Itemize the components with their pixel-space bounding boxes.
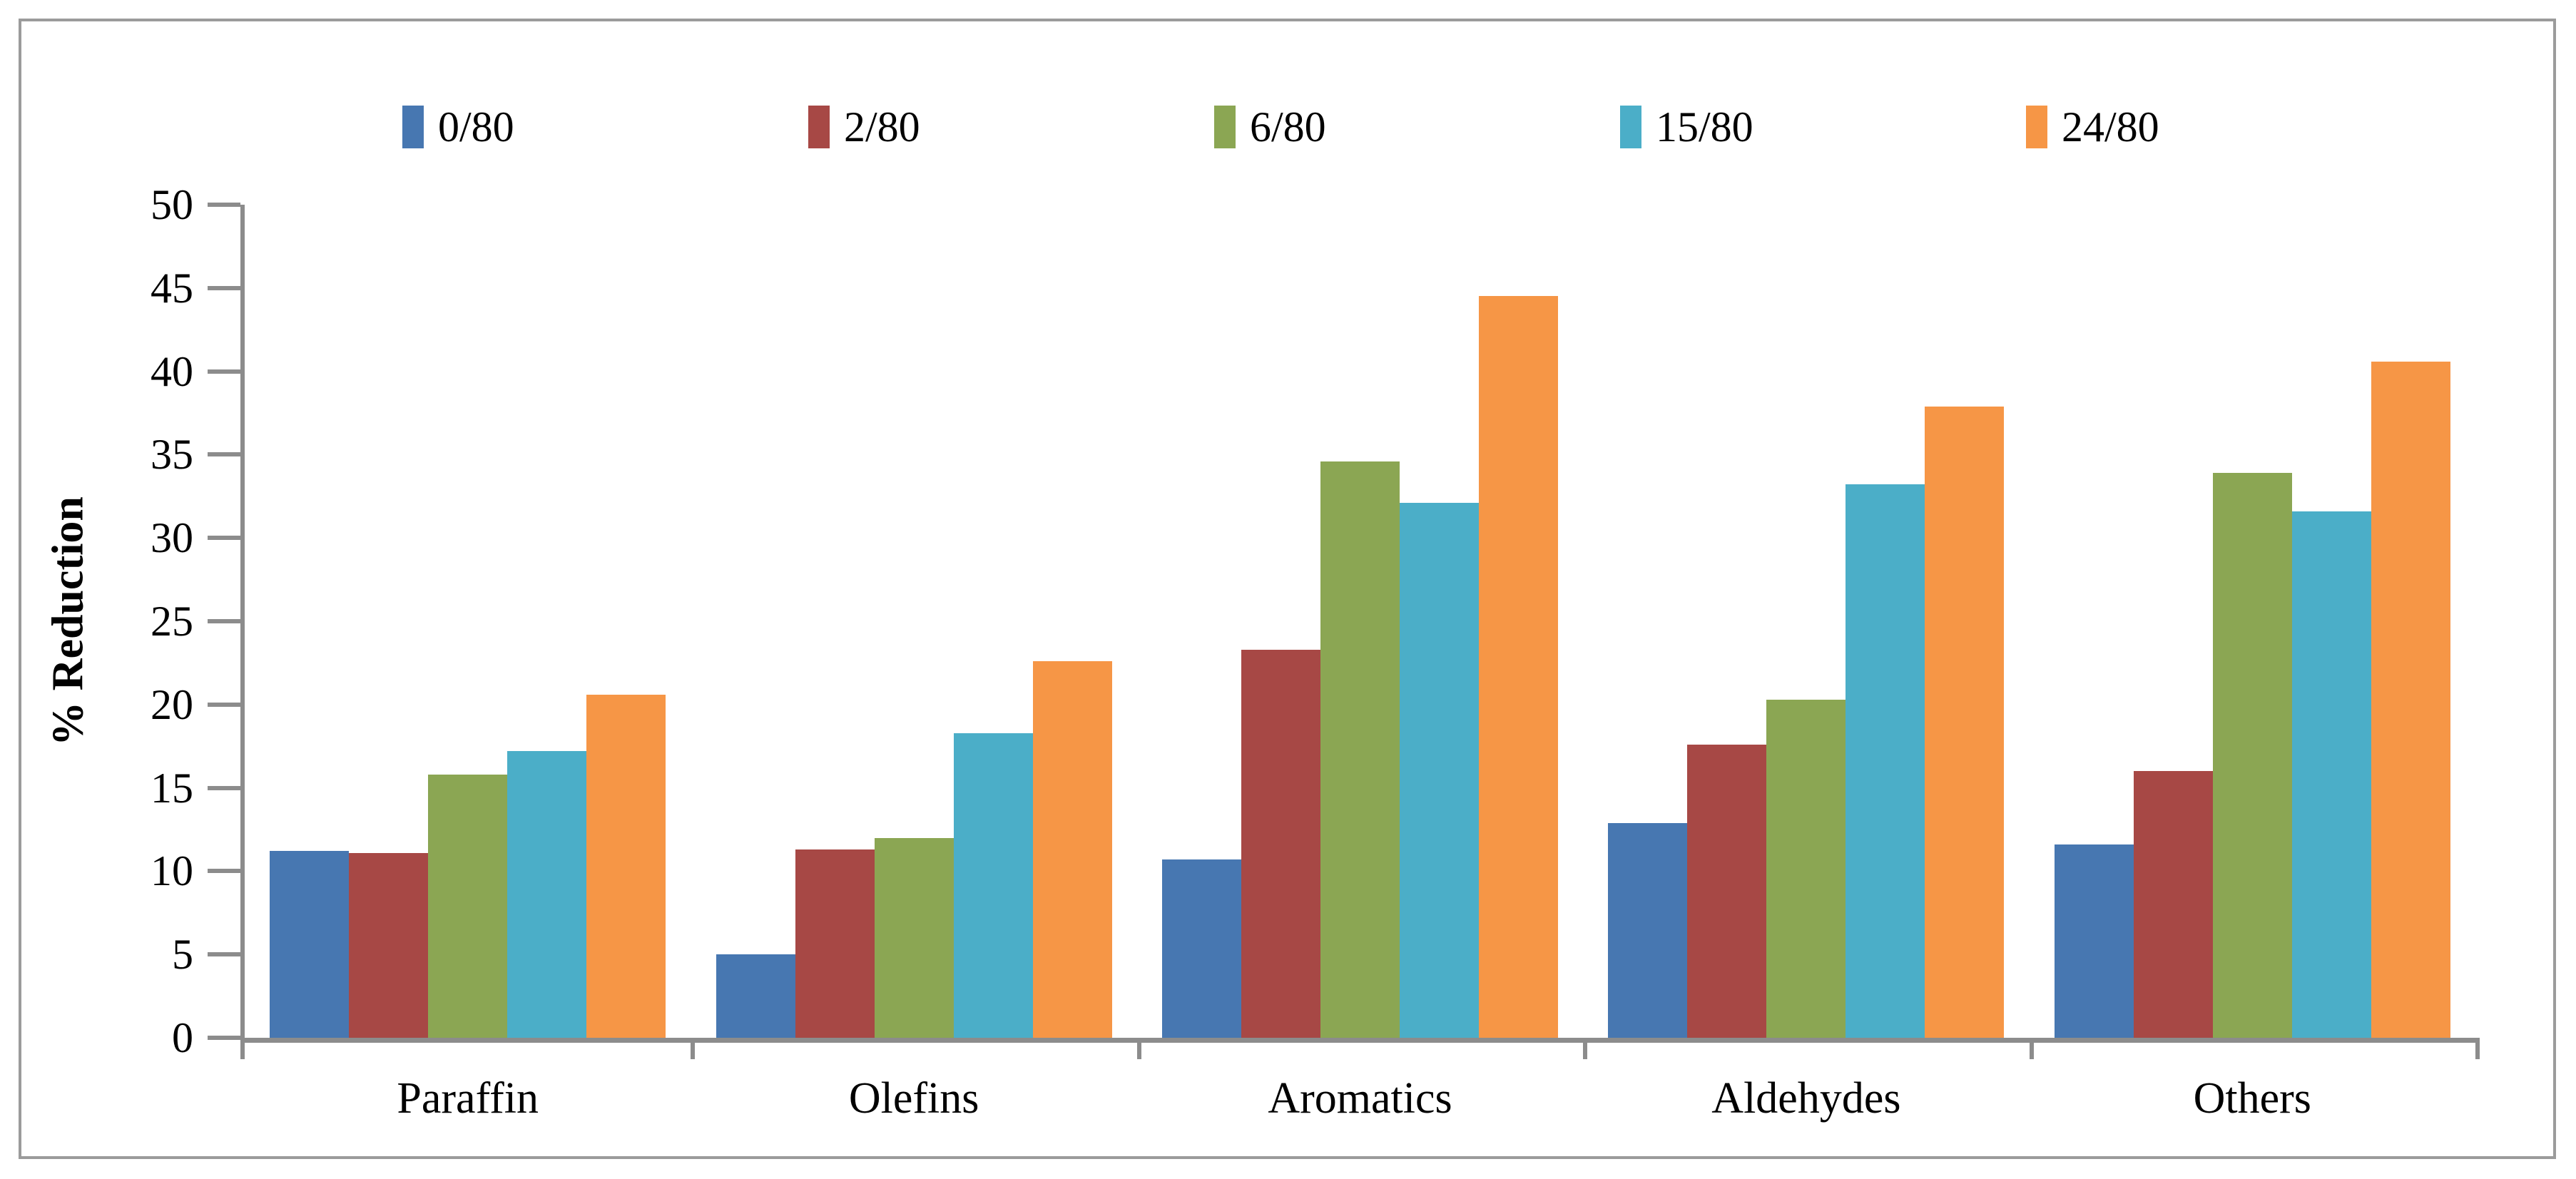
bar-others-15-80 xyxy=(2291,511,2371,1038)
bar-group-paraffin xyxy=(245,205,691,1038)
bar-aldehydes-6-80 xyxy=(1766,699,1846,1038)
y-axis-tick xyxy=(208,452,240,457)
figure-border xyxy=(19,19,2556,1159)
bar-olefins-6-80 xyxy=(874,837,954,1038)
chart-legend: 0/80 2/80 6/80 15/80 24/80 xyxy=(402,98,2471,155)
y-axis-tick-label: 45 xyxy=(151,264,193,312)
bar-paraffin-24-80 xyxy=(586,694,666,1038)
y-axis-line xyxy=(240,205,245,1058)
legend-label: 24/80 xyxy=(2062,103,2159,150)
y-axis-tick xyxy=(208,1036,240,1040)
bar-aromatics-0-80 xyxy=(1161,859,1241,1038)
legend-item-2-80: 2/80 xyxy=(808,98,920,155)
bar-olefins-0-80 xyxy=(716,954,795,1038)
y-axis-tick-label: 30 xyxy=(151,514,193,562)
bar-paraffin-6-80 xyxy=(428,774,508,1038)
bar-others-6-80 xyxy=(2212,473,2292,1038)
bar-group-olefins xyxy=(691,205,1136,1038)
y-axis-tick-label: 15 xyxy=(151,764,193,812)
bar-group-others xyxy=(2030,205,2475,1038)
x-axis-line xyxy=(240,1038,2480,1043)
legend-label: 2/80 xyxy=(844,103,920,150)
y-axis-tick xyxy=(208,369,240,374)
bar-others-0-80 xyxy=(2054,844,2134,1038)
y-axis-tick-label: 25 xyxy=(151,598,193,645)
bar-paraffin-0-80 xyxy=(270,851,350,1038)
legend-swatch-icon xyxy=(808,106,830,148)
legend-label: 0/80 xyxy=(438,103,514,150)
bar-paraffin-2-80 xyxy=(349,852,429,1038)
x-axis-tick xyxy=(2475,1038,2480,1059)
y-axis-tick xyxy=(208,869,240,874)
y-axis-tick-label: 0 xyxy=(172,1014,193,1061)
legend-item-0-80: 0/80 xyxy=(402,98,514,155)
legend-item-15-80: 15/80 xyxy=(1620,98,1753,155)
x-axis-tick xyxy=(691,1038,696,1059)
y-axis-tick-label: 20 xyxy=(151,680,193,728)
y-axis-tick xyxy=(208,285,240,290)
legend-label: 15/80 xyxy=(1656,103,1753,150)
y-axis-tick-label: 50 xyxy=(151,181,193,228)
legend-swatch-icon xyxy=(1620,106,1641,148)
x-axis-tick xyxy=(1136,1038,1141,1059)
legend-swatch-icon xyxy=(2026,106,2047,148)
legend-label: 6/80 xyxy=(1250,103,1326,150)
x-axis-tick xyxy=(240,1038,245,1059)
bar-aldehydes-0-80 xyxy=(1608,822,1688,1038)
legend-swatch-icon xyxy=(402,106,424,148)
bar-aldehydes-15-80 xyxy=(1846,484,1925,1038)
y-axis-tick xyxy=(208,952,240,957)
bar-aromatics-24-80 xyxy=(1478,296,1558,1038)
x-axis-tick xyxy=(1583,1038,1588,1059)
category-label-paraffin: Paraffin xyxy=(397,1074,539,1123)
bar-others-2-80 xyxy=(2133,771,2213,1038)
x-axis-tick xyxy=(2029,1038,2034,1059)
y-axis-tick xyxy=(208,785,240,790)
y-axis-tick xyxy=(208,536,240,541)
y-axis-tick-label: 10 xyxy=(151,847,193,895)
plot-area: 0 5 10 15 20 25 30 35 40 45 50 Paraffin Olefins Arom… xyxy=(151,181,2480,1123)
bar-others-24-80 xyxy=(2371,361,2450,1038)
y-axis-tick-label: 40 xyxy=(151,347,193,395)
bar-aromatics-6-80 xyxy=(1320,461,1400,1038)
bar-aldehydes-2-80 xyxy=(1687,744,1767,1038)
y-axis-tick xyxy=(208,203,240,207)
bar-olefins-15-80 xyxy=(953,733,1033,1038)
category-label-others: Others xyxy=(2193,1074,2311,1123)
bar-aldehydes-24-80 xyxy=(1925,406,2005,1038)
legend-item-6-80: 6/80 xyxy=(1214,98,1326,155)
bar-aromatics-15-80 xyxy=(1399,503,1479,1038)
category-label-aromatics: Aromatics xyxy=(1268,1074,1452,1123)
y-axis-tick xyxy=(208,702,240,707)
bar-paraffin-15-80 xyxy=(507,751,587,1038)
y-axis-tick-label: 5 xyxy=(172,931,193,979)
legend-swatch-icon xyxy=(1214,106,1236,148)
bar-group-aldehydes xyxy=(1583,205,2029,1038)
bar-olefins-2-80 xyxy=(795,849,875,1038)
category-label-aldehydes: Aldehydes xyxy=(1711,1074,1901,1123)
legend-item-24-80: 24/80 xyxy=(2026,98,2159,155)
bar-group-aromatics xyxy=(1137,205,1583,1038)
y-axis-tick-label: 35 xyxy=(151,431,193,479)
category-label-olefins: Olefins xyxy=(848,1074,979,1123)
bar-aromatics-2-80 xyxy=(1241,649,1320,1038)
y-axis-tick xyxy=(208,619,240,623)
bar-olefins-24-80 xyxy=(1032,661,1112,1038)
